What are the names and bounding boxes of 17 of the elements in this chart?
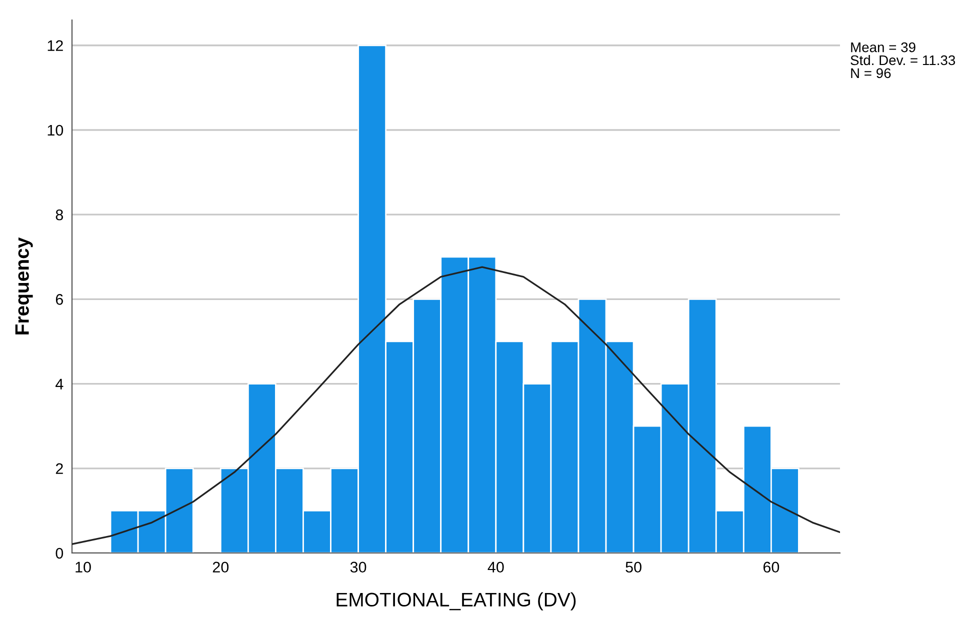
- y-tick-label: 6: [56, 294, 63, 305]
- y-tick-label: 2: [56, 463, 63, 474]
- y-tick-label: 10: [48, 124, 64, 136]
- x-tick-label: 60: [763, 562, 780, 573]
- x-tick-label: 50: [626, 562, 642, 573]
- line-series: [72, 266, 840, 545]
- x-tick-label: 20: [212, 562, 229, 573]
- x-axis-title: EMOTIONAL_EATING (DV): [336, 592, 576, 610]
- y-tick-label: 12: [48, 40, 63, 51]
- y-tick-label: 8: [56, 209, 64, 220]
- y-tick-label: 0: [56, 548, 64, 559]
- y-axis-title: Frequency: [15, 237, 33, 334]
- x-tick-label: 40: [488, 562, 504, 573]
- x-tick-label: 10: [76, 562, 91, 573]
- text: Mean = 39 Std. Dev. = 11.33 N = 96: [850, 42, 956, 78]
- y-tick-label: 4: [56, 378, 64, 390]
- x-tick-label: 30: [350, 562, 366, 573]
